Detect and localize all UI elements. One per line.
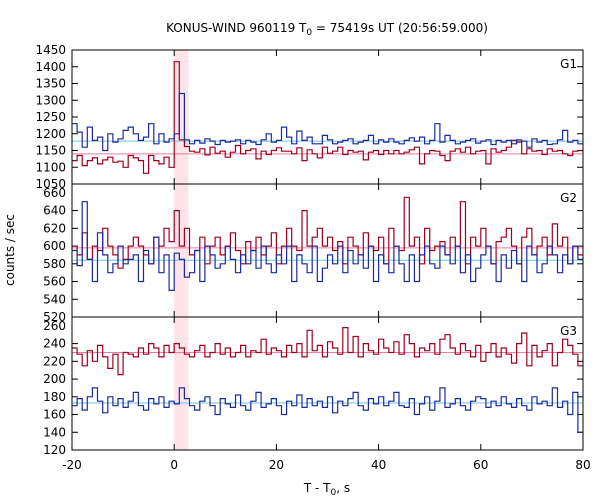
series-blue-line (72, 387, 583, 433)
chart-title: KONUS-WIND 960119 T0 = 75419s UT (20:56:… (166, 21, 488, 38)
y-tick-label: 1100 (35, 160, 66, 174)
panel-label: G2 (560, 191, 577, 205)
y-tick-label: 640 (43, 204, 66, 218)
panel-label: G1 (560, 57, 577, 71)
y-tick-label: 620 (43, 221, 66, 235)
chart-title-rest: = 75419s UT (20:56:59.000) (312, 21, 488, 35)
y-tick-label: 540 (43, 292, 66, 306)
series-blue-line (72, 92, 583, 152)
y-tick-label: 1150 (35, 144, 66, 158)
tick-label-layer: 105011001150120012501300135014001450G152… (35, 43, 590, 472)
y-tick-label: 520 (43, 310, 66, 324)
chart-title-subscript: 0 (306, 28, 312, 38)
y-tick-label: 240 (43, 337, 66, 351)
y-tick-label: 1200 (35, 127, 66, 141)
series-layer (72, 61, 583, 433)
panel-label: G3 (560, 324, 577, 338)
y-tick-label: 560 (43, 275, 66, 289)
y-tick-label: 120 (43, 443, 66, 457)
y-tick-label: 1300 (35, 93, 66, 107)
y-tick-label: 1250 (35, 110, 66, 124)
y-tick-label: 180 (43, 390, 66, 404)
y-tick-label: 220 (43, 354, 66, 368)
y-tick-label: 140 (43, 425, 66, 439)
y-tick-label: 1050 (35, 177, 66, 191)
y-tick-label: 200 (43, 372, 66, 386)
highlight-band-layer (174, 50, 189, 450)
x-tick-label: 80 (575, 458, 590, 472)
x-tick-label: -20 (62, 458, 82, 472)
y-tick-label: 160 (43, 408, 66, 422)
x-axis-label: T - T0, s (303, 481, 350, 498)
series-blue-line (72, 201, 583, 291)
y-tick-label: 600 (43, 239, 66, 253)
frame-layer (71, 49, 584, 451)
y-tick-label: 580 (43, 257, 66, 271)
x-axis-label-rest: , s (336, 481, 350, 495)
y-tick-label: 1350 (35, 77, 66, 91)
x-tick-label: 0 (170, 458, 178, 472)
y-tick-label: 660 (43, 186, 66, 200)
x-tick-label: 20 (269, 458, 284, 472)
x-axis-label-subscript: 0 (331, 488, 337, 498)
series-red-line (72, 61, 583, 174)
panel-frame (71, 316, 584, 451)
series-red-line (72, 327, 583, 376)
x-tick-label: 40 (371, 458, 386, 472)
x-tick-label: 60 (473, 458, 488, 472)
y-tick-label: 260 (43, 319, 66, 333)
y-axis-label: counts / sec (3, 214, 17, 286)
highlight-band (174, 50, 189, 450)
y-tick-label: 1450 (35, 43, 66, 57)
y-tick-label: 1400 (35, 60, 66, 74)
